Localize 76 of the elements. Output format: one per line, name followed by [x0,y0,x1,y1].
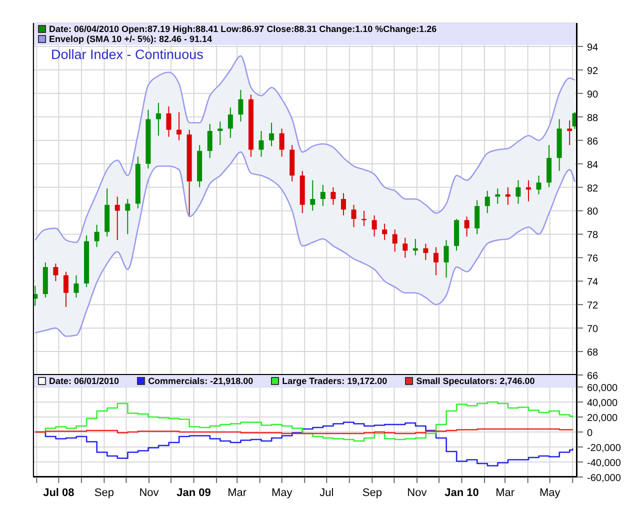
line-series [34,151,576,337]
candlestick [156,102,161,136]
x-tick-label: Jul 08 [43,487,74,499]
text: Dollar Index - Continuous [51,47,204,62]
x-tick-label: Jan 10 [444,487,479,499]
y-tick-label: 66 [587,371,599,382]
x-tick-label: Sep [362,487,382,499]
y-tick-label: 74 [587,277,599,288]
candlestick [207,123,212,158]
y-tick-label: 88 [587,112,599,124]
candlestick [74,274,79,298]
y-tick-label: 60,000 [587,383,618,394]
y-tick-label: 70 [587,324,599,336]
x-tick-label: May [271,487,293,499]
legend-label: Small Speculators: 2,746.00 [416,376,535,386]
candlestick [258,130,264,158]
candlestick [444,240,449,278]
legend-label: Date: 06/04/2010 Open:87.19 High:88.41 Low:86.97 Close:88.31 Change:1.10 %Change:1.26 [49,24,437,34]
candlestick [320,184,326,207]
x-tick-label: Nov [139,487,160,499]
legend-title: Date: 06/01/2010 [49,376,120,386]
x-tick-label: Jul [320,487,334,499]
y-tick-label: 90 [587,89,599,100]
candlestick [464,216,470,238]
candlestick [351,204,356,228]
candlestick [114,196,120,241]
candlestick [238,89,244,122]
candlestick [423,243,428,261]
candlestick [392,229,398,252]
y-tick-label: 92 [587,66,599,77]
legend-label: Commercials: -21,918.00 [148,376,254,386]
y-tick-label: 20,000 [587,413,618,424]
y-tick-label: 0 [587,428,593,439]
y-tick-label: 86 [587,136,599,148]
y-tick-label: -40,000 [587,458,622,469]
candlestick [125,198,130,235]
y-tick-label: 82 [587,183,599,194]
x-tick-label: Nov [407,487,428,499]
candlestick [176,112,182,141]
candlestick [536,175,542,195]
candlestick [228,106,233,138]
candlestick [516,180,521,204]
y-tick-label: 80 [587,206,599,218]
candlestick [474,200,480,235]
x-tick-label: Mar [228,487,247,499]
y-tick-label: -60,000 [587,473,622,484]
candlestick [94,224,100,248]
candlestick [340,192,346,216]
candlestick [382,223,388,241]
y-tick-label: 72 [587,300,599,312]
y-tick-label: 78 [587,230,599,242]
legend-label: Large Traders: 19,172.00 [282,376,388,386]
candlestick [372,214,377,238]
candlestick [567,120,572,146]
candlestick [269,122,274,147]
candlestick [330,186,336,206]
candlestick [402,237,408,258]
candlestick [53,263,58,282]
x-tick-label: May [539,487,561,499]
candlestick [310,180,316,212]
x-tick-label: Mar [496,487,515,499]
y-tick-label: 84 [587,160,599,171]
x-tick-label: Jan 09 [176,487,211,499]
candlestick [218,121,223,146]
y-tick-label: -20,000 [587,443,622,454]
x-tick-label: Sep [94,487,114,499]
y-tick-label: 40,000 [587,398,618,409]
candlestick [484,190,490,214]
legend-label: Envelop (SMA 10 +/- 5%): 82.46 - 91.14 [49,34,212,44]
y-tick-label: 68 [587,348,599,359]
y-tick-label: 94 [587,42,599,54]
candlestick [63,271,68,308]
y-tick-label: 76 [587,254,599,265]
candlestick [279,128,284,158]
candlestick [433,246,438,276]
candlestick [166,106,172,138]
